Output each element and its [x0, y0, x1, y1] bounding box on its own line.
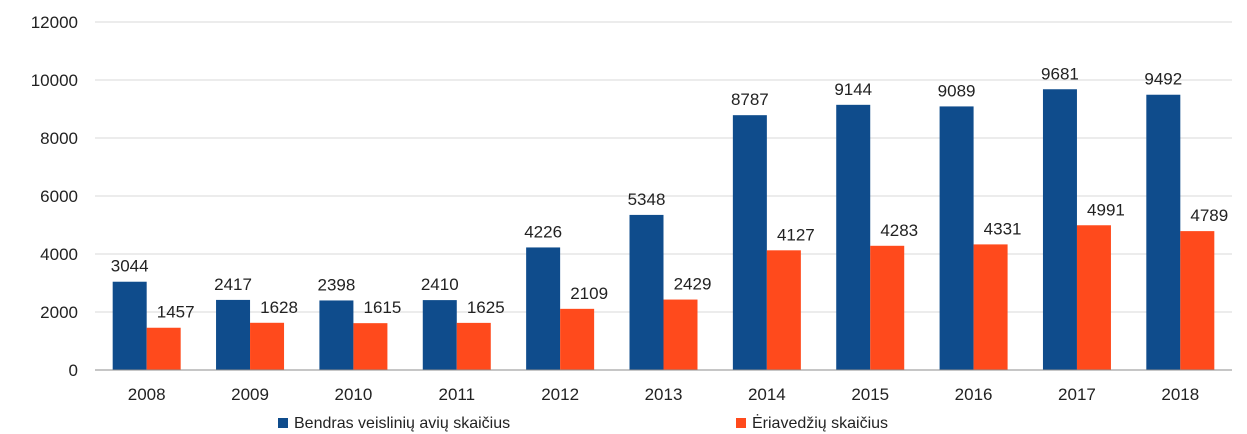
bar-total-2017 — [1042, 89, 1077, 370]
data-label-ewes-2010: 1615 — [363, 298, 401, 317]
y-tick-label: 8000 — [40, 129, 78, 148]
grid-lines — [95, 21, 1232, 313]
x-tick-label-2016: 2016 — [955, 385, 993, 404]
data-label-total-2017: 9681 — [1041, 64, 1079, 83]
x-tick-label-2015: 2015 — [851, 385, 889, 404]
y-tick-label: 4000 — [40, 245, 78, 264]
data-label-total-2014: 8787 — [731, 90, 769, 109]
bar-ewes-2015 — [870, 245, 905, 370]
legend-swatch-0 — [278, 418, 288, 428]
y-tick-label: 10000 — [31, 71, 78, 90]
bar-ewes-2009 — [250, 322, 285, 370]
data-label-ewes-2009: 1628 — [260, 298, 298, 317]
bar-total-2010 — [319, 300, 354, 370]
data-label-total-2008: 3044 — [111, 257, 149, 276]
data-label-ewes-2018: 4789 — [1190, 206, 1228, 225]
bar-ewes-2011 — [456, 322, 491, 370]
y-tick-label: 12000 — [31, 13, 78, 32]
x-tick-label-2008: 2008 — [128, 385, 166, 404]
bar-ewes-2013 — [663, 299, 698, 370]
bar-ewes-2016 — [973, 244, 1008, 370]
data-label-total-2015: 9144 — [834, 80, 872, 99]
data-label-total-2018: 9492 — [1144, 70, 1182, 89]
x-tick-label-2013: 2013 — [645, 385, 683, 404]
data-label-ewes-2014: 4127 — [777, 225, 815, 244]
x-tick-label-2011: 2011 — [438, 385, 475, 404]
data-label-total-2012: 4226 — [524, 222, 562, 241]
legend-label-1: Ėriavedžių skaičius — [752, 413, 888, 432]
legend: Bendras veislinių avių skaičius Ėriavedž… — [278, 413, 888, 432]
data-label-total-2009: 2417 — [214, 275, 252, 294]
x-tick-label-2009: 2009 — [231, 385, 269, 404]
legend-swatch-1 — [736, 418, 746, 428]
bars — [112, 89, 1215, 371]
data-labels: 3044 1457 2417 1628 2398 1615 2410 1625 4226 2109… — [111, 64, 1228, 321]
data-label-total-2013: 5348 — [628, 190, 666, 209]
bar-total-2014 — [732, 115, 767, 370]
x-tick-label-2012: 2012 — [541, 385, 579, 404]
bar-ewes-2010 — [353, 323, 388, 370]
y-tick-label: 0 — [69, 361, 78, 380]
data-label-total-2010: 2398 — [317, 275, 355, 294]
bar-total-2009 — [216, 299, 251, 370]
data-label-ewes-2011: 1625 — [467, 298, 505, 317]
bar-ewes-2018 — [1180, 231, 1215, 370]
y-tick-label: 2000 — [40, 303, 78, 322]
bar-total-2012 — [526, 247, 561, 370]
data-label-total-2016: 9089 — [938, 81, 976, 100]
bar-ewes-2014 — [766, 250, 801, 370]
x-tick-label-2018: 2018 — [1161, 385, 1199, 404]
x-tick-label-2017: 2017 — [1058, 385, 1096, 404]
y-axis-ticks: 0 2000 4000 6000 8000 10000 12000 — [31, 13, 78, 380]
data-label-ewes-2016: 4331 — [984, 219, 1022, 238]
bar-ewes-2017 — [1076, 225, 1111, 370]
data-label-ewes-2012: 2109 — [570, 284, 608, 303]
bar-total-2015 — [836, 104, 871, 370]
data-label-ewes-2013: 2429 — [674, 275, 712, 294]
bar-total-2018 — [1146, 94, 1181, 371]
bar-ewes-2008 — [146, 327, 181, 370]
data-label-ewes-2017: 4991 — [1087, 200, 1125, 219]
legend-label-0: Bendras veislinių avių skaičius — [294, 415, 510, 432]
data-label-ewes-2008: 1457 — [157, 303, 195, 322]
y-tick-label: 6000 — [40, 187, 78, 206]
bar-total-2011 — [422, 300, 457, 370]
bar-total-2013 — [629, 214, 664, 370]
data-label-ewes-2015: 4283 — [880, 221, 918, 240]
x-tick-label-2010: 2010 — [334, 385, 372, 404]
x-tick-label-2014: 2014 — [748, 385, 786, 404]
x-axis-ticks: 2008 2009 2010 2011 2012 2013 2014 2015 2016 2017… — [128, 385, 1199, 404]
bar-total-2016 — [939, 106, 974, 370]
bar-total-2008 — [112, 281, 147, 370]
data-label-total-2011: 2410 — [421, 275, 459, 294]
bar-ewes-2012 — [560, 308, 595, 370]
